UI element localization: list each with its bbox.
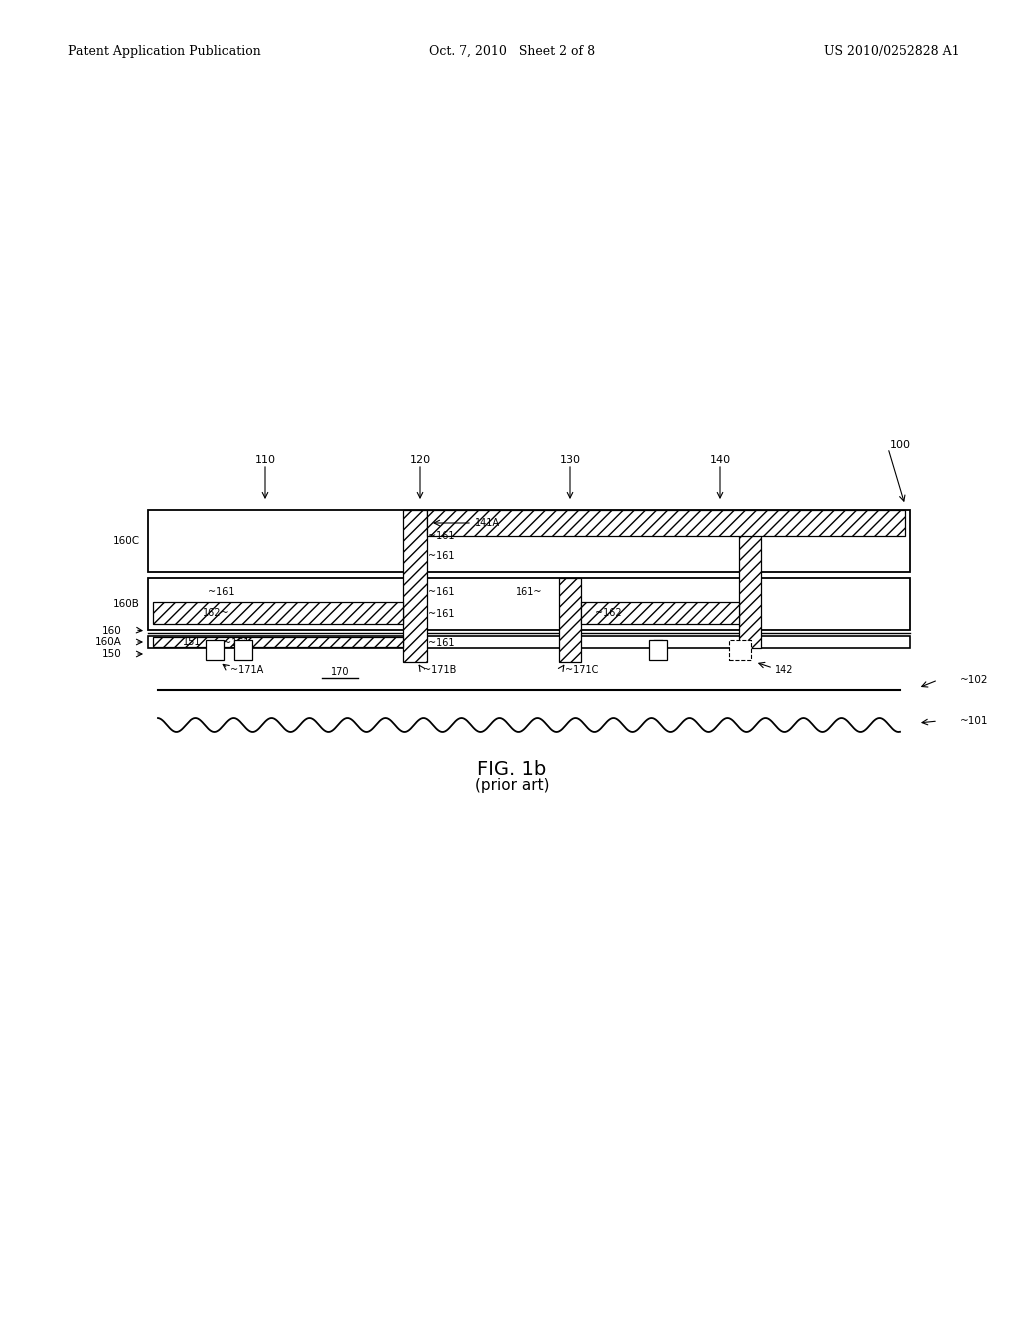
Bar <box>234 640 252 660</box>
Text: 160: 160 <box>102 626 122 636</box>
Text: 151: 151 <box>183 638 202 647</box>
Text: ~102: ~102 <box>961 675 988 685</box>
Bar <box>148 510 910 572</box>
Text: ~161: ~161 <box>428 587 455 597</box>
Text: ~161: ~161 <box>428 638 455 648</box>
Text: ~162: ~162 <box>595 609 622 618</box>
Text: 100: 100 <box>890 440 911 450</box>
Text: US 2010/0252828 A1: US 2010/0252828 A1 <box>824 45 961 58</box>
Text: 150: 150 <box>102 649 122 659</box>
Text: ~171C: ~171C <box>565 665 598 675</box>
Bar <box>559 578 581 663</box>
Bar <box>148 578 910 630</box>
Text: ~161: ~161 <box>428 609 455 619</box>
Bar <box>581 602 739 624</box>
Bar <box>739 510 761 648</box>
Text: 110: 110 <box>255 455 275 465</box>
Text: 160A: 160A <box>95 638 122 647</box>
Text: ~161: ~161 <box>428 531 455 541</box>
Bar <box>153 638 403 647</box>
Bar <box>403 510 427 663</box>
Text: 140: 140 <box>710 455 730 465</box>
Text: 160C: 160C <box>113 536 140 546</box>
Text: 130: 130 <box>559 455 581 465</box>
Text: ~161: ~161 <box>223 638 250 648</box>
Text: 161~: 161~ <box>515 587 542 597</box>
Text: Oct. 7, 2010   Sheet 2 of 8: Oct. 7, 2010 Sheet 2 of 8 <box>429 45 595 58</box>
Text: Patent Application Publication: Patent Application Publication <box>68 45 261 58</box>
Text: ~171B: ~171B <box>423 665 457 675</box>
Text: ~101: ~101 <box>961 715 988 726</box>
Text: 142: 142 <box>775 665 794 675</box>
Text: ~161: ~161 <box>428 550 455 561</box>
Text: (prior art): (prior art) <box>475 777 549 793</box>
Text: FIG. 1b: FIG. 1b <box>477 760 547 779</box>
Text: 160B: 160B <box>113 599 140 609</box>
Bar <box>148 636 910 648</box>
Text: ~171A: ~171A <box>230 665 263 675</box>
Text: 170: 170 <box>331 667 349 677</box>
Bar <box>206 640 224 660</box>
Text: ~161: ~161 <box>208 587 234 597</box>
Bar <box>649 640 667 660</box>
Text: 120: 120 <box>410 455 430 465</box>
Text: 141A: 141A <box>475 517 500 528</box>
Text: 162~: 162~ <box>203 609 229 618</box>
Bar <box>729 640 751 660</box>
Bar <box>153 602 403 624</box>
Bar <box>427 510 905 536</box>
